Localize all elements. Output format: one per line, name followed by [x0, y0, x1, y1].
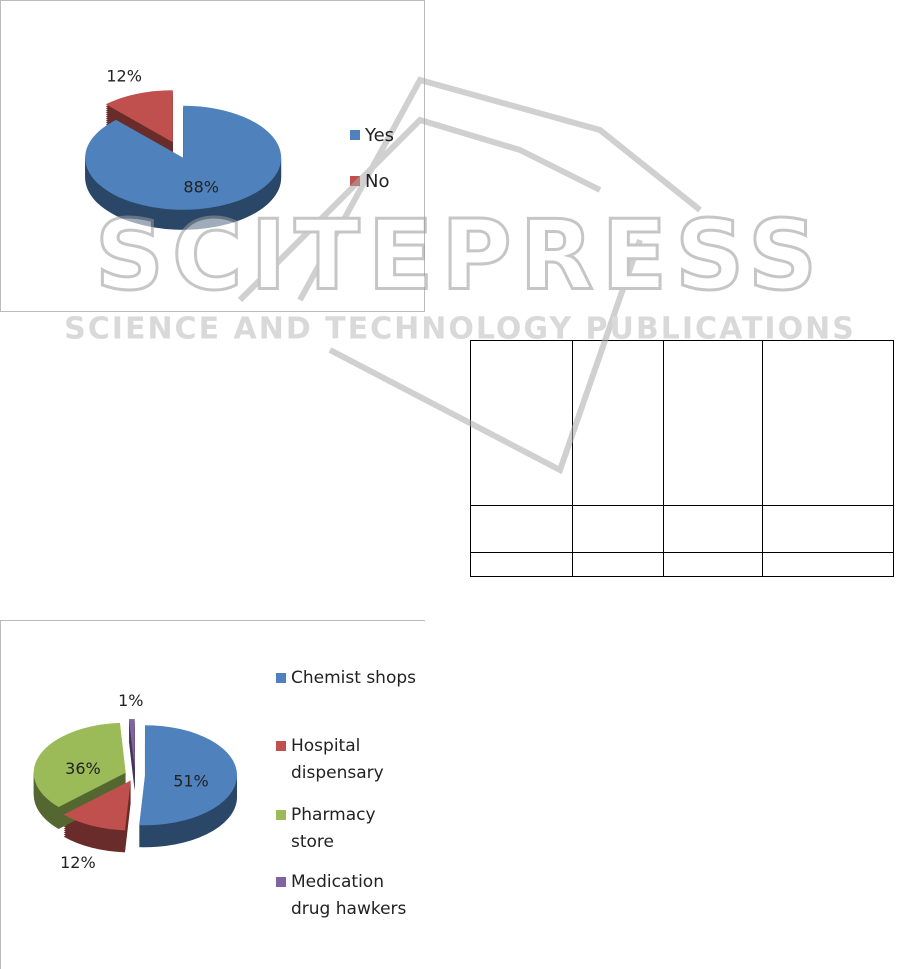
legend-label: Medication drug hawkers [291, 872, 407, 919]
legend-label: Pharmacy store [291, 805, 376, 852]
legend-swatch [350, 130, 360, 140]
data-label: 36% [65, 759, 101, 778]
pie-slice [139, 725, 237, 826]
pie-slice [63, 780, 131, 831]
legend-swatch [276, 673, 286, 683]
pie-slice [128, 719, 135, 770]
legend-label: Yes [365, 125, 395, 146]
data-label: 1% [118, 691, 143, 710]
data-label: 51% [173, 771, 209, 790]
pie-slice [85, 105, 282, 210]
watermark-shape [237, 76, 702, 475]
watermark-title: SCITEPRESS [95, 199, 825, 311]
legend-label: No [365, 171, 390, 192]
watermark: SCITEPRESS SCIENCE AND TECHNOLOGY PUBLIC… [64, 76, 856, 475]
pie-slice [105, 90, 173, 143]
data-label: 88% [183, 177, 219, 196]
table [470, 340, 894, 577]
legend-label: Chemist shops [291, 668, 416, 688]
legend-swatch [276, 741, 286, 751]
pie-slice [33, 722, 126, 808]
watermark-subtitle: SCIENCE AND TECHNOLOGY PUBLICATIONS [64, 312, 856, 347]
chart-frame [0, 0, 425, 312]
legend-swatch [276, 877, 286, 887]
data-label: 12% [60, 853, 96, 872]
legend-label: Hospital dispensary [291, 736, 384, 783]
chart-frame [0, 620, 425, 969]
legend-swatch [276, 810, 286, 820]
data-label: 12% [106, 66, 142, 85]
